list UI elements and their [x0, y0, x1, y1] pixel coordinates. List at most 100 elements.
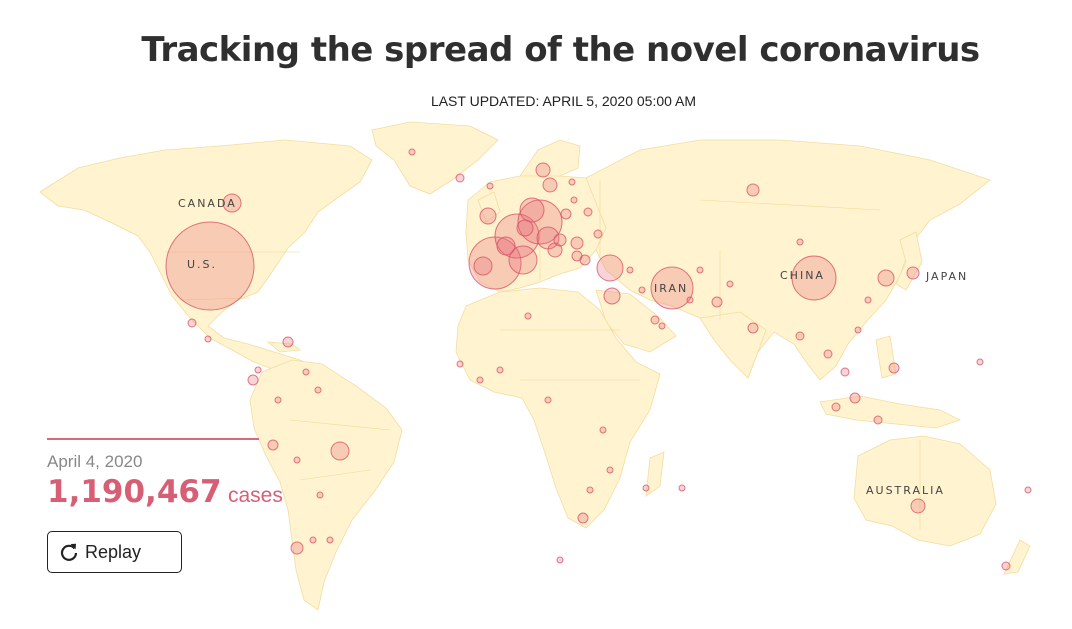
case-bubble	[599, 426, 607, 434]
case-bubble	[473, 256, 493, 276]
case-bubble	[560, 208, 572, 220]
case-bubble	[455, 173, 465, 183]
case-bubble	[570, 196, 578, 204]
landmass-uk	[477, 191, 501, 223]
case-bubble	[888, 362, 900, 374]
case-bubble	[840, 367, 850, 377]
label-iran: IRAN	[654, 282, 688, 295]
case-bubble	[747, 322, 759, 334]
landmass-greenland	[371, 121, 499, 195]
case-bubble	[553, 233, 567, 247]
case-bubble	[326, 536, 334, 544]
landmass-africa	[455, 287, 661, 529]
case-bubble	[854, 326, 862, 334]
landmass-india	[699, 311, 767, 379]
case-bubble	[544, 396, 552, 404]
case-bubble	[408, 148, 416, 156]
case-bubble	[542, 177, 558, 193]
case-bubble	[309, 536, 317, 544]
case-bubble	[165, 221, 255, 311]
case-bubble	[711, 296, 723, 308]
case-bubble	[282, 336, 294, 348]
case-bubble	[726, 280, 734, 288]
case-bubble	[746, 183, 760, 197]
country-labels: CANADA U.S. CHINA IRAN JAPAN AUSTRALIA	[178, 197, 968, 497]
label-japan: JAPAN	[925, 270, 968, 283]
case-count-row: 1,190,467 cases	[47, 474, 283, 510]
case-bubble	[187, 318, 197, 328]
label-australia: AUSTRALIA	[866, 484, 945, 497]
case-bubble	[638, 286, 646, 294]
case-bubble	[570, 236, 584, 250]
case-bubble	[696, 266, 704, 274]
case-bubble	[508, 245, 538, 275]
case-bubble	[456, 360, 464, 368]
case-bubble	[496, 236, 516, 256]
case-bubble	[650, 266, 694, 310]
case-bubble	[496, 366, 504, 374]
label-us: U.S.	[187, 258, 217, 271]
case-bubble	[873, 415, 883, 425]
case-bubble	[314, 386, 322, 394]
panel-divider	[47, 438, 259, 440]
landmass-australia	[853, 435, 997, 547]
case-bubble	[302, 368, 310, 376]
landmass-asia	[585, 139, 991, 381]
replay-button[interactable]: Replay	[47, 531, 182, 573]
case-bubble	[571, 250, 583, 262]
case-bubble	[535, 162, 551, 178]
case-bubble	[686, 296, 694, 304]
case-bubble	[330, 441, 350, 461]
case-bubble	[267, 439, 279, 451]
landmasses	[39, 121, 1031, 611]
case-count-unit: cases	[228, 484, 283, 507]
case-bubble	[650, 315, 660, 325]
label-canada: CANADA	[178, 197, 237, 210]
current-date: April 4, 2020	[47, 452, 143, 471]
case-bubble	[796, 238, 804, 246]
case-bubble	[1024, 486, 1032, 494]
case-bubble	[976, 358, 984, 366]
landmass-north-america	[39, 139, 373, 383]
case-bubble	[603, 287, 621, 305]
case-bubble	[476, 376, 484, 384]
case-bubble	[823, 349, 833, 359]
case-bubble	[204, 335, 212, 343]
case-count-panel: April 4, 2020 1,190,467 cases	[47, 438, 283, 510]
case-bubble	[568, 178, 576, 186]
landmass-philippines	[875, 335, 897, 379]
case-bubble	[556, 556, 564, 564]
case-bubble	[516, 219, 534, 237]
case-bubble	[596, 254, 624, 282]
replay-icon	[60, 543, 78, 561]
last-updated: LAST UPDATED: APRIL 5, 2020 05:00 AM	[430, 93, 697, 109]
case-bubble	[626, 266, 634, 274]
landmass-scandinavia	[519, 139, 581, 177]
landmass-japan	[895, 231, 923, 291]
case-count: 1,190,467	[47, 474, 222, 510]
case-bubble	[254, 366, 262, 374]
landmass-new-zealand	[1003, 539, 1031, 575]
landmass-madagascar	[645, 451, 665, 497]
case-bubble	[586, 486, 594, 494]
landmass-indonesia	[819, 395, 962, 429]
case-bubble	[290, 541, 304, 555]
case-bubble	[1001, 561, 1011, 571]
case-bubble	[658, 322, 666, 330]
case-bubble	[831, 402, 841, 412]
case-bubble	[593, 229, 603, 239]
case-bubbles	[165, 148, 1032, 571]
case-bubble	[316, 491, 324, 499]
case-bubble	[864, 296, 872, 304]
case-bubble	[486, 182, 494, 190]
case-bubble	[274, 396, 282, 404]
case-bubble	[910, 498, 926, 514]
case-bubble	[642, 484, 650, 492]
case-bubble	[606, 466, 614, 474]
page-title: Tracking the spread of the novel coronav…	[141, 30, 980, 70]
label-china: CHINA	[780, 269, 825, 282]
case-bubble	[479, 207, 497, 225]
case-bubble	[247, 374, 259, 386]
case-bubble	[222, 193, 242, 213]
